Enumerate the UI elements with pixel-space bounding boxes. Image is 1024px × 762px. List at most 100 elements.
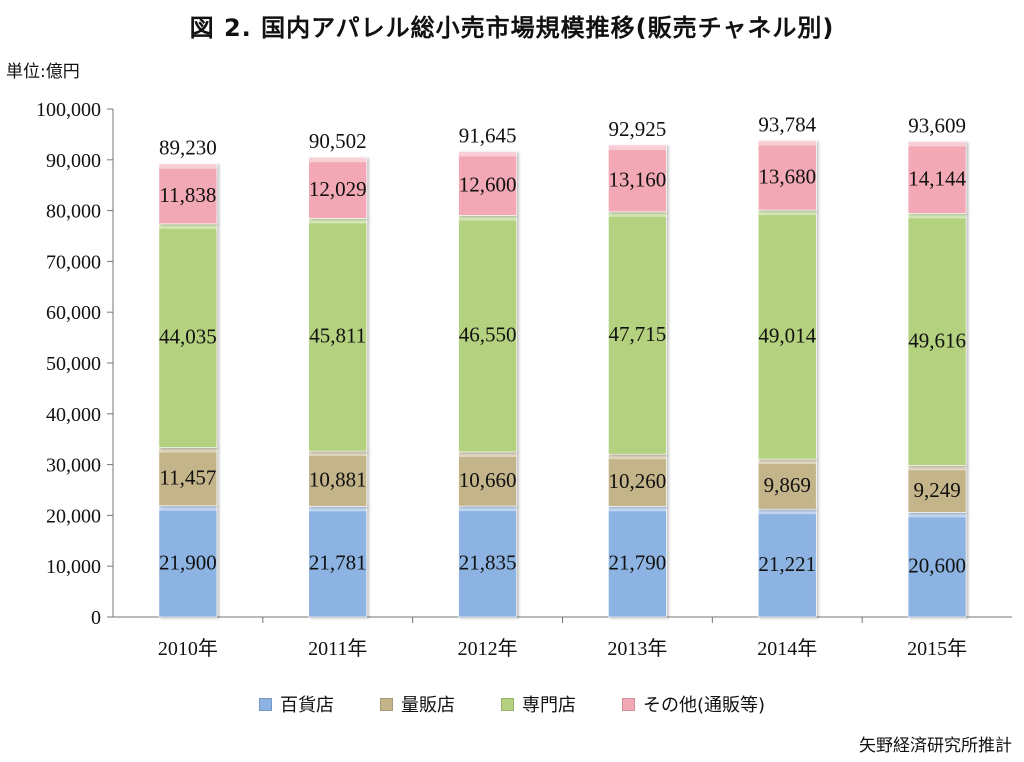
legend-item: 百貨店: [258, 691, 334, 717]
bar-highlight: [308, 506, 367, 512]
bar-value-label: 9,249: [913, 478, 960, 502]
bar-highlight: [758, 140, 817, 146]
x-tick-label: 2013年: [607, 637, 667, 660]
bar-segment: [608, 453, 667, 507]
legend-item: 専門店: [500, 691, 576, 717]
bar-segment: [757, 508, 817, 618]
bar-value-label: 12,029: [309, 177, 367, 201]
legend-swatch: [258, 697, 272, 711]
bar-segment: [757, 458, 817, 510]
x-tick-label: 2015年: [907, 637, 967, 660]
legend-item: その他(通販等): [621, 691, 765, 717]
legend: 百貨店 量販店 専門店 その他(通販等): [0, 691, 1024, 717]
unit-label: 単位:億円: [6, 62, 80, 82]
y-tick-label: 50,000: [46, 353, 101, 375]
bar-highlight: [158, 163, 217, 169]
bar-segment: [158, 505, 218, 618]
bar-value-label: 49,616: [908, 328, 966, 352]
legend-item: 量販店: [379, 691, 455, 717]
axes: 0 10,000 20,000 30,000 40,000 50,000 60,000 70,…: [36, 99, 1012, 629]
data-labels: 21,900 11,457 44,035 11,838 89,230 2010年 21,78…: [158, 113, 967, 660]
bar-total-label: 93,784: [758, 113, 816, 137]
legend-label: 量販店: [400, 695, 455, 716]
bar-highlight: [758, 509, 817, 515]
x-tick-label: 2010年: [158, 637, 218, 660]
bar-segment: [458, 151, 517, 216]
legend-swatch: [500, 697, 514, 711]
y-tick-label: 90,000: [46, 150, 101, 172]
bar-segment: [907, 141, 967, 214]
y-tick-label: 100,000: [36, 99, 101, 121]
bar-segment: [308, 450, 368, 507]
bar-segment: [608, 506, 667, 618]
bars: [158, 140, 967, 618]
legend-swatch: [621, 697, 635, 711]
bar-highlight: [308, 157, 367, 163]
bar-value-label: 10,260: [609, 469, 667, 493]
bar-value-label: 45,811: [309, 324, 366, 348]
bar-segment: [308, 218, 368, 452]
bar-highlight: [308, 451, 367, 457]
stacked-bar-chart: 0 10,000 20,000 30,000 40,000 50,000 60,000 70,…: [36, 99, 1012, 660]
chart-title: 図 2. 国内アパレル総小売市場規模推移(販売チャネル別): [189, 14, 835, 42]
bar-highlight: [908, 512, 967, 518]
y-tick-label: 70,000: [46, 251, 101, 273]
bar-highlight: [908, 141, 967, 147]
bar-value-label: 11,838: [159, 183, 216, 207]
y-tick-label: 60,000: [46, 302, 101, 324]
bar-segment: [757, 209, 817, 460]
bar-value-label: 13,160: [609, 167, 667, 191]
bar-highlight: [158, 223, 217, 229]
bar-segment: [907, 465, 967, 513]
bar-total-label: 91,645: [459, 123, 517, 147]
bar-value-label: 44,035: [159, 325, 217, 349]
bar-segment: [158, 447, 218, 507]
x-tick-label: 2011年: [308, 637, 367, 660]
bar-segment: [907, 213, 967, 466]
bar-value-label: 46,550: [459, 323, 517, 347]
legend-label: 百貨店: [279, 695, 334, 716]
bar-segment: [308, 156, 368, 219]
bar-value-label: 20,600: [908, 554, 966, 578]
bar-value-label: 21,221: [758, 552, 816, 576]
bar-highlight: [758, 210, 817, 216]
bar-value-label: 14,144: [908, 166, 966, 190]
bar-total-label: 90,502: [309, 129, 367, 153]
bar-segment: [608, 144, 667, 213]
bar-highlight: [158, 447, 217, 453]
y-tick-label: 0: [91, 607, 101, 629]
legend-swatch: [379, 697, 393, 711]
legend-label: 専門店: [521, 695, 576, 716]
bar-highlight: [908, 465, 967, 471]
bar-value-label: 13,680: [758, 164, 816, 188]
bar-highlight: [158, 505, 217, 511]
bar-highlight: [608, 144, 667, 150]
bar-segment: [458, 215, 517, 453]
bar-value-label: 11,457: [159, 466, 216, 490]
bar-value-label: 47,715: [609, 322, 667, 346]
y-tick-label: 10,000: [46, 556, 101, 578]
y-tick-label: 30,000: [46, 455, 101, 477]
bar-segment: [757, 140, 817, 211]
bar-highlight: [458, 151, 517, 157]
bar-total-label: 93,609: [908, 113, 966, 137]
bar-total-label: 92,925: [609, 117, 667, 141]
bar-total-label: 89,230: [159, 136, 217, 160]
bar-highlight: [608, 211, 667, 217]
y-tick-label: 20,000: [46, 505, 101, 527]
bar-segment: [907, 512, 967, 618]
x-tick-label: 2014年: [757, 637, 817, 660]
bar-value-label: 49,014: [758, 324, 816, 348]
bar-highlight: [458, 451, 517, 457]
bar-value-label: 9,869: [764, 473, 811, 497]
bar-highlight: [458, 215, 517, 221]
bar-highlight: [608, 506, 667, 512]
bar-segment: [308, 506, 368, 618]
bar-segment: [608, 211, 667, 455]
source-note: 矢野経済研究所推計: [859, 736, 1012, 756]
bar-segment: [458, 451, 517, 507]
y-tick-label: 80,000: [46, 201, 101, 223]
bar-segment: [458, 505, 517, 618]
x-tick-label: 2012年: [458, 637, 518, 660]
bar-value-label: 21,781: [309, 551, 367, 575]
